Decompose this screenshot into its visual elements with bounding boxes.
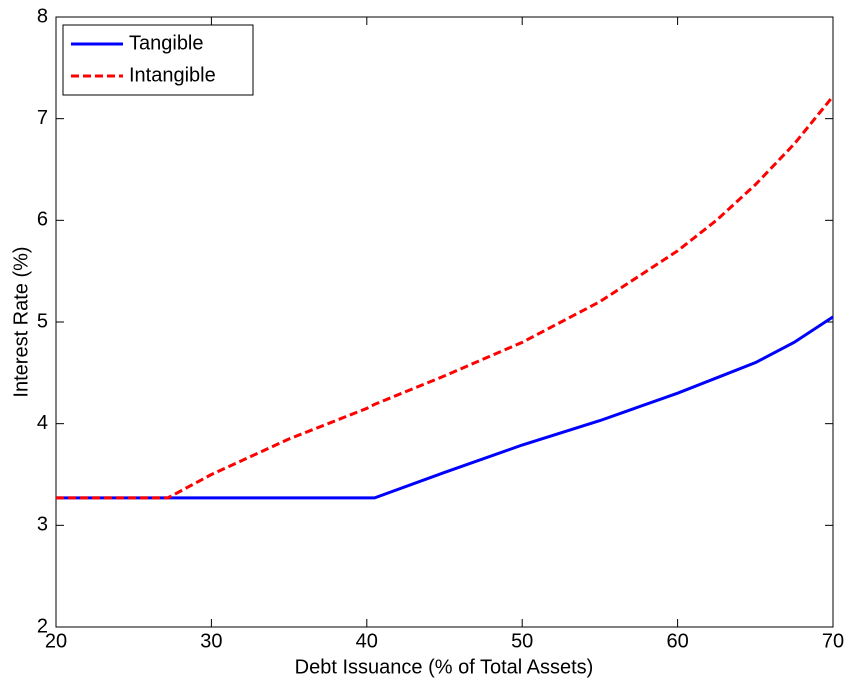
x-axis-label: Debt Issuance (% of Total Assets) — [295, 656, 594, 678]
y-tick-label: 8 — [37, 5, 48, 27]
y-tick-label: 6 — [37, 209, 48, 231]
y-axis-label: Interest Rate (%) — [10, 246, 32, 397]
legend-box — [62, 24, 254, 96]
x-tick-label: 40 — [356, 630, 378, 652]
series-line — [56, 315, 834, 500]
legend-label: Tangible — [129, 32, 204, 54]
series-line — [56, 95, 835, 500]
y-tick-label: 5 — [37, 310, 48, 332]
plot-area — [55, 16, 834, 628]
legend-label: Intangible — [129, 64, 216, 86]
y-tick-label: 3 — [37, 514, 48, 536]
x-tick-label: 30 — [200, 630, 222, 652]
x-tick-label: 50 — [511, 630, 533, 652]
y-tick-label: 7 — [37, 107, 48, 129]
y-tick-label: 2 — [37, 615, 48, 637]
x-tick-label: 60 — [666, 630, 688, 652]
legend: Tangible Intangible — [62, 24, 254, 96]
y-tick-label: 4 — [37, 412, 48, 434]
x-tick-label: 20 — [45, 630, 67, 652]
x-tick-label: 70 — [822, 630, 844, 652]
